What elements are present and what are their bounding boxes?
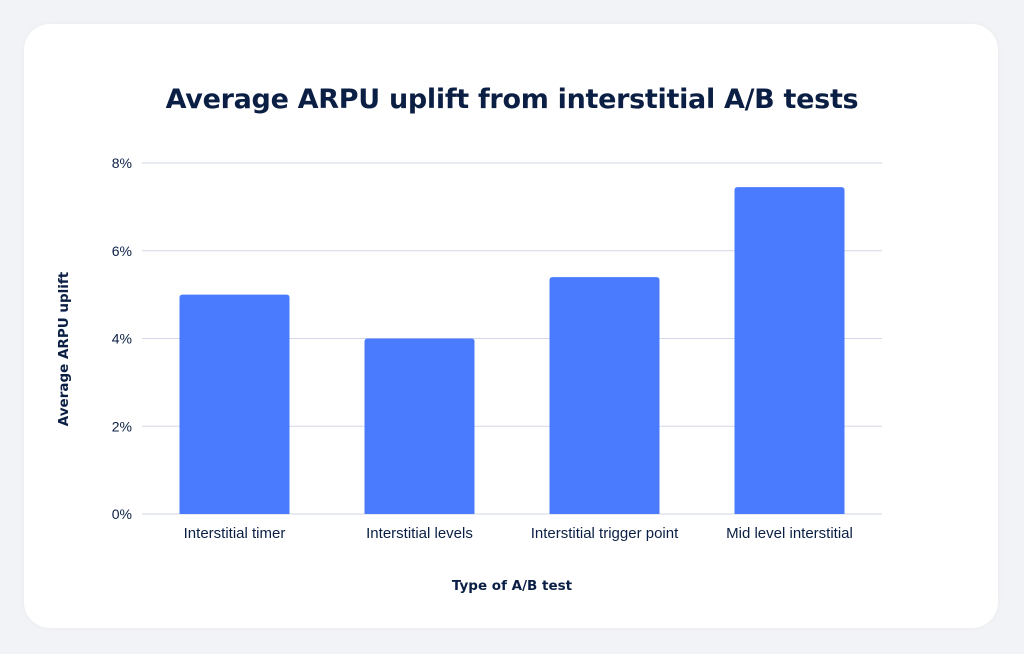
y-tick-label: 8% <box>112 155 132 171</box>
x-tick-label: Mid level interstitial <box>726 525 853 542</box>
bar <box>549 277 660 514</box>
bars <box>179 187 845 514</box>
y-axis-title: Average ARPU uplift <box>56 271 72 426</box>
bar <box>734 187 845 514</box>
y-tick-label: 0% <box>112 506 132 522</box>
y-tick-label: 2% <box>112 418 132 434</box>
x-tick-label: Interstitial trigger point <box>531 525 679 542</box>
x-axis-title: Type of A/B test <box>452 578 573 594</box>
bar <box>364 338 475 514</box>
x-tick-label: Interstitial timer <box>184 525 286 542</box>
x-tick-label: Interstitial levels <box>366 525 473 542</box>
x-axis-labels: Interstitial timer Interstitial levels Int… <box>184 525 853 542</box>
y-tick-label: 4% <box>112 331 132 347</box>
chart-title: Average ARPU uplift from interstitial A/… <box>165 84 859 115</box>
y-axis-ticks: 0% 2% 4% 6% 8% <box>112 155 132 522</box>
y-tick-label: 6% <box>112 243 132 259</box>
bar <box>179 294 290 514</box>
